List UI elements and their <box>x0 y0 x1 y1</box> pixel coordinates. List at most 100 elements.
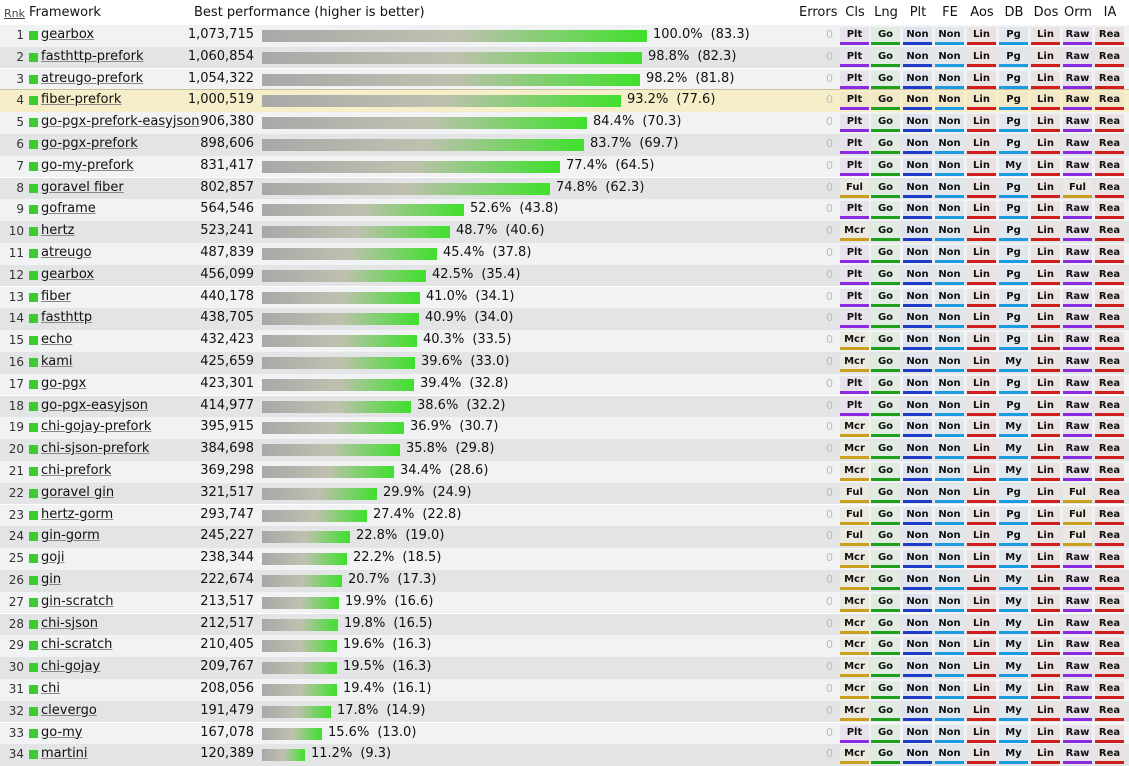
framework-color-square <box>29 358 38 367</box>
ia-badge: Rea <box>1095 288 1124 307</box>
plt-badge: Non <box>903 637 932 656</box>
framework-link[interactable]: atreugo <box>41 245 92 260</box>
framework-link[interactable]: go-pgx-prefork <box>41 136 138 151</box>
cls-badge: Ful <box>840 179 869 198</box>
errors-count: 0 <box>826 398 833 412</box>
framework-link[interactable]: fasthttp-prefork <box>41 48 144 64</box>
framework-link[interactable]: go-pgx-easyjson <box>41 397 149 413</box>
ia-badge: Rea <box>1095 659 1124 678</box>
framework-link[interactable]: gin-gorm <box>41 528 100 544</box>
db-badge: Pg <box>999 136 1028 154</box>
relative-value: (82.3) <box>697 48 737 64</box>
row-rank: 24 <box>8 529 24 544</box>
cls-badge: Plt <box>840 266 869 285</box>
performance-bar <box>262 705 331 718</box>
framework-color-square <box>29 74 38 84</box>
plt-badge: Non <box>903 310 932 329</box>
percent-value: 52.6% <box>470 201 512 217</box>
ia-badge: Rea <box>1095 266 1124 285</box>
orm-badge: Raw <box>1063 48 1092 67</box>
orm-badge: Raw <box>1063 70 1092 89</box>
table-row: 28 chi-sjson 212,517 19.8% (16.5) 0 Mcr Go Non No… <box>0 613 1129 636</box>
framework-color-square <box>29 52 38 62</box>
errors-count: 0 <box>826 115 833 129</box>
framework-link[interactable]: chi-sjson-prefork <box>41 441 150 457</box>
cls-badge: Mcr <box>840 354 869 372</box>
aos-badge: Lin <box>967 245 996 263</box>
ia-badge: Rea <box>1095 179 1124 198</box>
framework-link[interactable]: go-my-prefork <box>41 157 134 173</box>
framework-link[interactable]: gin-scratch <box>41 593 114 609</box>
performance-bar <box>262 248 437 260</box>
performance-bar <box>262 400 411 413</box>
plt-badge: Non <box>903 506 932 525</box>
db-badge: My <box>999 615 1028 634</box>
aos-badge: Lin <box>967 223 996 242</box>
framework-link[interactable]: goravel gin <box>41 484 115 500</box>
ia-badge: Rea <box>1095 92 1124 111</box>
requests-per-second: 523,241 <box>200 223 254 239</box>
plt-badge: Non <box>903 27 932 45</box>
plt-badge: Non <box>903 332 932 351</box>
framework-link[interactable]: hertz <box>41 223 75 239</box>
framework-link[interactable]: fiber-prefork <box>41 92 122 108</box>
table-row: 31 chi 208,056 19.4% (16.1) 0 Mcr Go Non Non Lin My… <box>0 679 1129 701</box>
db-badge: My <box>999 746 1028 765</box>
row-rank: 11 <box>8 246 24 260</box>
dos-badge: Lin <box>1031 157 1060 176</box>
framework-link[interactable]: chi-gojay-prefork <box>41 419 152 435</box>
orm-badge: Raw <box>1063 114 1092 133</box>
framework-link[interactable]: hertz-gorm <box>41 506 114 522</box>
table-row: 19 chi-gojay-prefork 395,915 36.9% (30.7) 0 Mc… <box>0 417 1129 439</box>
ia-badge: Rea <box>1095 375 1124 394</box>
errors-count: 0 <box>826 442 833 456</box>
percent-value: 39.6% <box>421 354 463 369</box>
framework-link[interactable]: goji <box>41 550 65 566</box>
framework-link[interactable]: gearbox <box>41 27 95 42</box>
framework-link[interactable]: chi <box>41 681 60 696</box>
lng-badge: Go <box>871 397 900 416</box>
dos-badge: Lin <box>1031 572 1060 590</box>
aos-badge: Lin <box>967 288 996 307</box>
performance-percent: 48.7% (40.6) <box>456 223 544 238</box>
framework-link[interactable]: gearbox <box>41 266 95 282</box>
framework-link[interactable]: fasthttp <box>41 310 93 326</box>
orm-badge: Ful <box>1063 506 1092 525</box>
table-row: 9 goframe 564,546 52.6% (43.8) 0 Plt Go Non Non Li… <box>0 199 1129 221</box>
framework-link[interactable]: kami <box>41 354 73 369</box>
framework-link[interactable]: go-pgx-prefork-easyjson <box>41 114 200 130</box>
lng-badge: Go <box>871 245 900 263</box>
framework-link[interactable]: echo <box>41 332 73 348</box>
dos-badge: Lin <box>1031 506 1060 525</box>
framework-link[interactable]: fiber <box>41 288 71 304</box>
framework-link[interactable]: go-pgx <box>41 375 87 391</box>
framework-link[interactable]: chi-gojay <box>41 659 101 675</box>
cls-badge: Mcr <box>840 419 869 438</box>
rank-header[interactable]: Rnk <box>4 7 25 20</box>
performance-percent: 40.9% (34.0) <box>425 310 513 325</box>
framework-link[interactable]: gin <box>41 572 62 587</box>
framework-link[interactable]: chi-scratch <box>41 637 113 653</box>
framework-link[interactable]: chi-sjson <box>41 615 99 631</box>
aos-badge: Lin <box>967 179 996 198</box>
orm-badge: Raw <box>1063 702 1092 721</box>
dos-badge: Lin <box>1031 746 1060 765</box>
percent-value: 74.8% <box>556 179 598 195</box>
framework-link[interactable]: clevergo <box>41 702 97 718</box>
ia-badge: Rea <box>1095 354 1124 372</box>
fe-badge: Non <box>935 266 964 285</box>
framework-link[interactable]: chi-prefork <box>41 463 112 478</box>
framework-color-square <box>29 641 38 651</box>
framework-link[interactable]: goravel fiber <box>41 179 124 195</box>
relative-value: (29.8) <box>455 441 495 457</box>
framework-link[interactable]: atreugo-prefork <box>41 70 144 86</box>
performance-percent: 19.6% (16.3) <box>343 637 431 652</box>
performance-percent: 98.2% (81.8) <box>646 71 734 86</box>
cls-badge: Plt <box>840 375 869 394</box>
aos-badge: Lin <box>967 332 996 351</box>
table-row: 3 atreugo-prefork 1,054,322 98.2% (81.8) 0 Plt… <box>0 68 1129 91</box>
framework-link[interactable]: goframe <box>41 201 96 217</box>
framework-color-square <box>29 401 38 411</box>
framework-link[interactable]: martini <box>41 746 88 762</box>
framework-link[interactable]: go-my <box>41 724 83 740</box>
